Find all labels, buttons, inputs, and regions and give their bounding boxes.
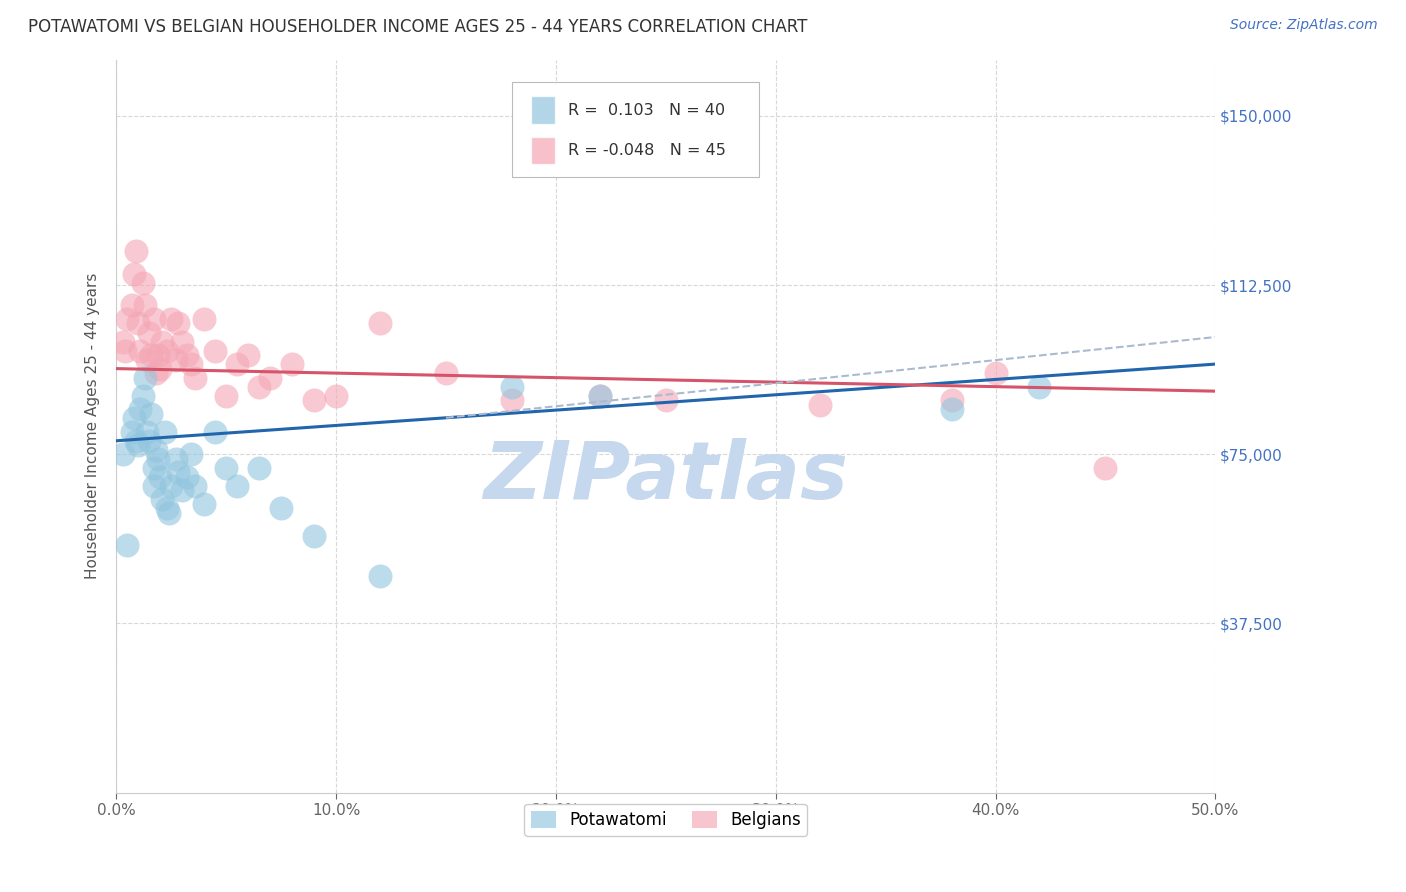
- Point: [111, 334, 134, 349]
- Point: [129, 343, 152, 358]
- Point: [157, 506, 180, 520]
- Legend: Potawatomi, Belgians: Potawatomi, Belgians: [524, 804, 807, 836]
- Point: [238, 348, 260, 362]
- Point: [117, 537, 139, 551]
- Text: R = -0.048   N = 45: R = -0.048 N = 45: [568, 143, 725, 158]
- Point: [215, 461, 238, 475]
- Point: [142, 461, 165, 475]
- Point: [136, 352, 159, 367]
- Point: [302, 393, 325, 408]
- Point: [172, 334, 194, 349]
- Point: [149, 361, 172, 376]
- Point: [166, 466, 188, 480]
- Point: [501, 393, 523, 408]
- Point: [125, 244, 148, 259]
- Point: [165, 451, 187, 466]
- Point: [226, 357, 249, 371]
- Point: [160, 479, 183, 493]
- Point: [131, 389, 153, 403]
- Point: [193, 312, 215, 326]
- Point: [129, 402, 152, 417]
- Point: [184, 370, 207, 384]
- Point: [160, 312, 183, 326]
- Point: [204, 343, 226, 358]
- Point: [127, 317, 149, 331]
- Point: [134, 298, 156, 312]
- Point: [121, 298, 143, 312]
- Point: [156, 501, 179, 516]
- Point: [247, 379, 270, 393]
- Point: [149, 470, 172, 484]
- Text: Source: ZipAtlas.com: Source: ZipAtlas.com: [1230, 18, 1378, 32]
- Point: [302, 528, 325, 542]
- Point: [368, 569, 391, 583]
- Point: [589, 389, 612, 403]
- Point: [941, 402, 963, 417]
- Point: [166, 317, 188, 331]
- Point: [141, 348, 163, 362]
- Point: [136, 425, 159, 439]
- Point: [138, 326, 160, 340]
- Point: [146, 451, 169, 466]
- FancyBboxPatch shape: [530, 136, 555, 164]
- Point: [114, 343, 136, 358]
- Point: [121, 425, 143, 439]
- Point: [193, 497, 215, 511]
- Point: [142, 312, 165, 326]
- Point: [184, 479, 207, 493]
- Point: [125, 434, 148, 448]
- Point: [215, 389, 238, 403]
- Point: [204, 425, 226, 439]
- Point: [172, 483, 194, 498]
- Point: [655, 393, 678, 408]
- Point: [145, 442, 167, 457]
- Point: [111, 447, 134, 461]
- Text: ZIPatlas: ZIPatlas: [484, 439, 848, 516]
- Point: [141, 407, 163, 421]
- FancyBboxPatch shape: [512, 81, 759, 177]
- Point: [259, 370, 281, 384]
- Point: [1028, 379, 1050, 393]
- Point: [134, 370, 156, 384]
- Point: [146, 348, 169, 362]
- Point: [501, 379, 523, 393]
- Point: [145, 366, 167, 380]
- Point: [270, 501, 292, 516]
- Text: POTAWATOMI VS BELGIAN HOUSEHOLDER INCOME AGES 25 - 44 YEARS CORRELATION CHART: POTAWATOMI VS BELGIAN HOUSEHOLDER INCOME…: [28, 18, 807, 36]
- Point: [941, 393, 963, 408]
- Point: [281, 357, 304, 371]
- Point: [131, 276, 153, 290]
- Point: [1094, 461, 1116, 475]
- Point: [176, 348, 198, 362]
- Point: [127, 438, 149, 452]
- Point: [984, 366, 1007, 380]
- Point: [152, 334, 174, 349]
- FancyBboxPatch shape: [530, 96, 555, 124]
- Point: [117, 312, 139, 326]
- Point: [153, 425, 176, 439]
- Point: [434, 366, 457, 380]
- Point: [156, 343, 179, 358]
- Point: [142, 479, 165, 493]
- Point: [589, 389, 612, 403]
- Point: [325, 389, 347, 403]
- Point: [808, 398, 831, 412]
- Point: [138, 434, 160, 448]
- Point: [247, 461, 270, 475]
- Point: [180, 357, 202, 371]
- Point: [368, 317, 391, 331]
- Point: [122, 411, 145, 425]
- Point: [226, 479, 249, 493]
- Point: [180, 447, 202, 461]
- Point: [165, 352, 187, 367]
- Y-axis label: Householder Income Ages 25 - 44 years: Householder Income Ages 25 - 44 years: [86, 273, 100, 579]
- Point: [152, 492, 174, 507]
- Point: [122, 267, 145, 281]
- Point: [176, 470, 198, 484]
- Text: R =  0.103   N = 40: R = 0.103 N = 40: [568, 103, 725, 118]
